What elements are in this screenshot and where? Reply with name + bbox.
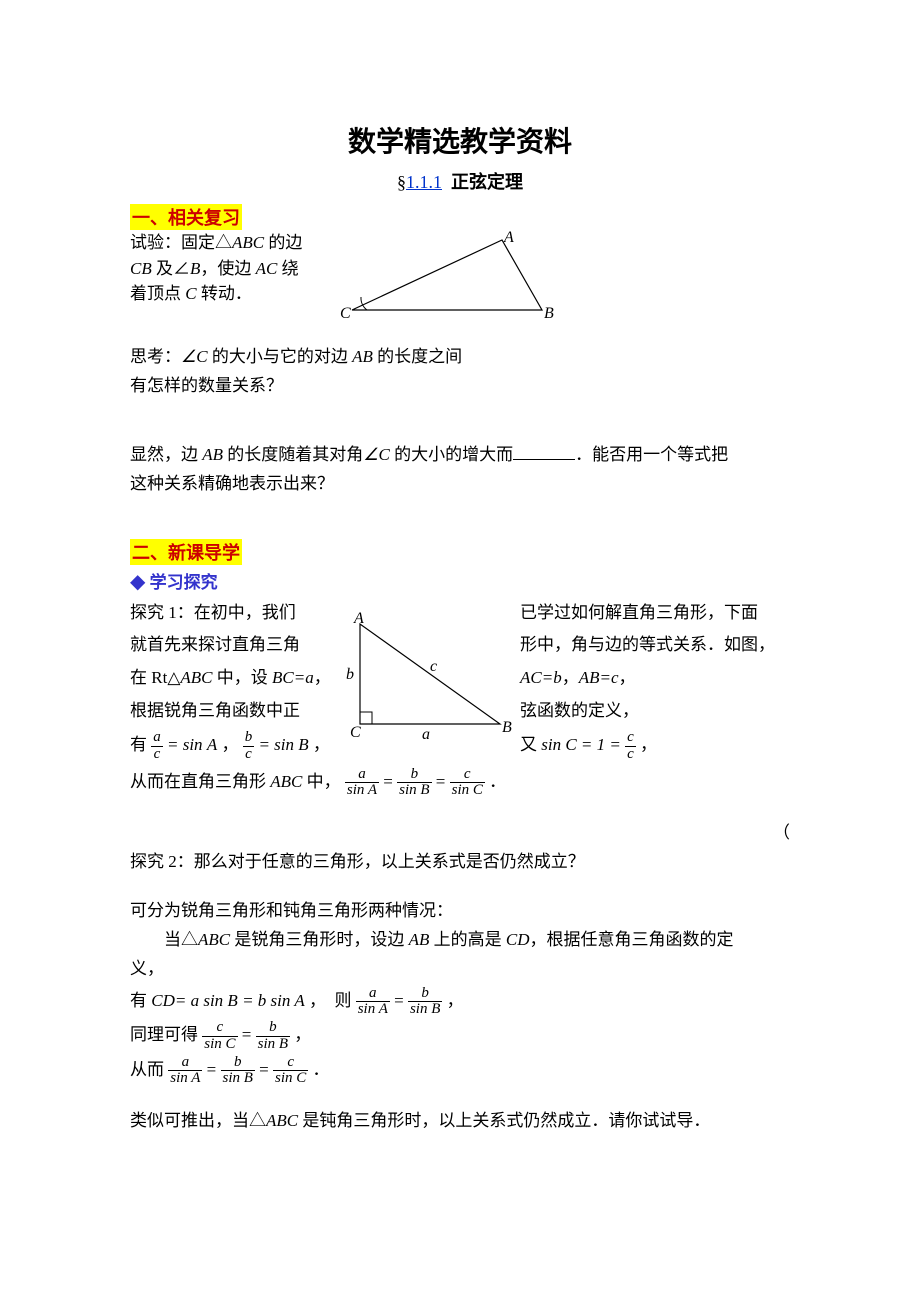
frac-c-sinc-2: csin C (202, 1020, 237, 1053)
e1-right-2: 形中，角与边的等式关系．如图， (520, 631, 790, 660)
main-title: 数学精选教学资料 (130, 120, 790, 160)
frac-c-c: cc (625, 730, 636, 763)
right-triangle-diagram: A B C a b c (340, 609, 520, 744)
frac-b-sinb-2: bsin B (408, 986, 442, 1019)
e1-right-5: 又 sin C = 1 = cc ， (520, 730, 790, 763)
think-text: 思考：∠C 的大小与它的对边 AB 的长度之间 有怎样的数量关系？ (130, 343, 790, 401)
section-number-title: §1.1.1 正弦定理 (130, 168, 790, 194)
e2-acute: 当△ABC 是锐角三角形时，设边 AB 上的高是 CD，根据任意角三角函数的定 (130, 926, 790, 955)
e1-left-4: 根据锐角三角函数中正 (130, 697, 340, 726)
vertex-c-label: C (340, 305, 351, 322)
vertex-b-label: B (544, 305, 554, 322)
obvious-text: 显然，边 AB 的长度随着其对角∠C 的大小的增大而．能否用一个等式把 这种关系… (130, 441, 790, 499)
vertex-a-label: A (503, 230, 514, 246)
exp-label: 试验： (130, 233, 181, 252)
e2-acute-line2: 义， (130, 955, 790, 984)
triangle-diagram-1: A B C (332, 230, 562, 325)
explore2-question: 探究 2：那么对于任意的三角形，以上关系式是否仍然成立？ (130, 848, 790, 877)
blank-fill (513, 459, 575, 460)
frac-c-sinc-3: csin C (273, 1055, 308, 1088)
e1-left-1: 探究 1：在初中，我们 (130, 599, 340, 628)
frac-c-sinc: csin C (450, 767, 485, 800)
svg-text:b: b (346, 666, 354, 683)
section-2-label: 二、新课导学 (130, 539, 242, 565)
svg-text:B: B (502, 719, 512, 736)
e1-left-2: 就首先来探讨直角三角 (130, 631, 340, 660)
frac-b-sinb-4: bsin B (221, 1055, 255, 1088)
section-symbol: § (397, 172, 406, 192)
frac-b-sinb: bsin B (397, 767, 431, 800)
diamond-icon: ◆ (130, 571, 145, 593)
frac-b-sinb-3: bsin B (256, 1020, 290, 1053)
sub-heading-row: ◆ 学习探究 (130, 565, 790, 599)
e2-cd-eq: 有 CD= a sin B = b sin A ， 则 asin A = bsi… (130, 986, 790, 1019)
svg-text:C: C (350, 724, 361, 741)
frac-a-sina-2: asin A (356, 986, 390, 1019)
section-1-heading: 一、相关复习 (130, 204, 790, 230)
svg-text:A: A (353, 610, 364, 627)
e2-obtuse: 类似可推出，当△ABC 是钝角三角形时，以上关系式仍然成立．请你试试导． (130, 1107, 790, 1136)
sub-heading: 学习探究 (150, 573, 218, 592)
frac-a-sina: asin A (345, 767, 379, 800)
e1-left-5: 有 ac = sin A ， bc = sin B ， (130, 730, 340, 763)
e2-classify: 可分为锐角三角形和钝角三角形两种情况： (130, 897, 790, 926)
svg-text:c: c (430, 658, 437, 675)
section-name: 正弦定理 (451, 172, 523, 192)
section-number: 1.1.1 (406, 172, 442, 192)
open-paren: （ (130, 819, 790, 848)
frac-a-c: ac (151, 730, 163, 763)
e1-right-3: AC=b，AB=c， (520, 664, 790, 693)
section-2-heading: 二、新课导学 (130, 539, 790, 565)
svg-text:a: a (422, 726, 430, 743)
e2-similarly: 同理可得 csin C = bsin B ， (130, 1020, 790, 1053)
e1-left-3: 在 Rt△ABC 中，设 BC=a， (130, 664, 340, 693)
experiment-text: 试验：固定△ABC 的边 CB 及∠B，使边 AC 绕 着顶点 C 转动． (130, 230, 302, 307)
frac-a-sina-3: asin A (168, 1055, 202, 1088)
section-1-label: 一、相关复习 (130, 204, 242, 230)
e2-therefore: 从而 asin A = bsin B = csin C ． (130, 1055, 790, 1088)
e1-right-1: 已学过如何解直角三角形，下面 (520, 599, 790, 628)
frac-b-c: bc (243, 730, 255, 763)
e1-conclusion: 从而在直角三角形 ABC 中， asin A = bsin B = csin C… (130, 767, 790, 800)
e1-right-4: 弦函数的定义， (520, 697, 790, 726)
